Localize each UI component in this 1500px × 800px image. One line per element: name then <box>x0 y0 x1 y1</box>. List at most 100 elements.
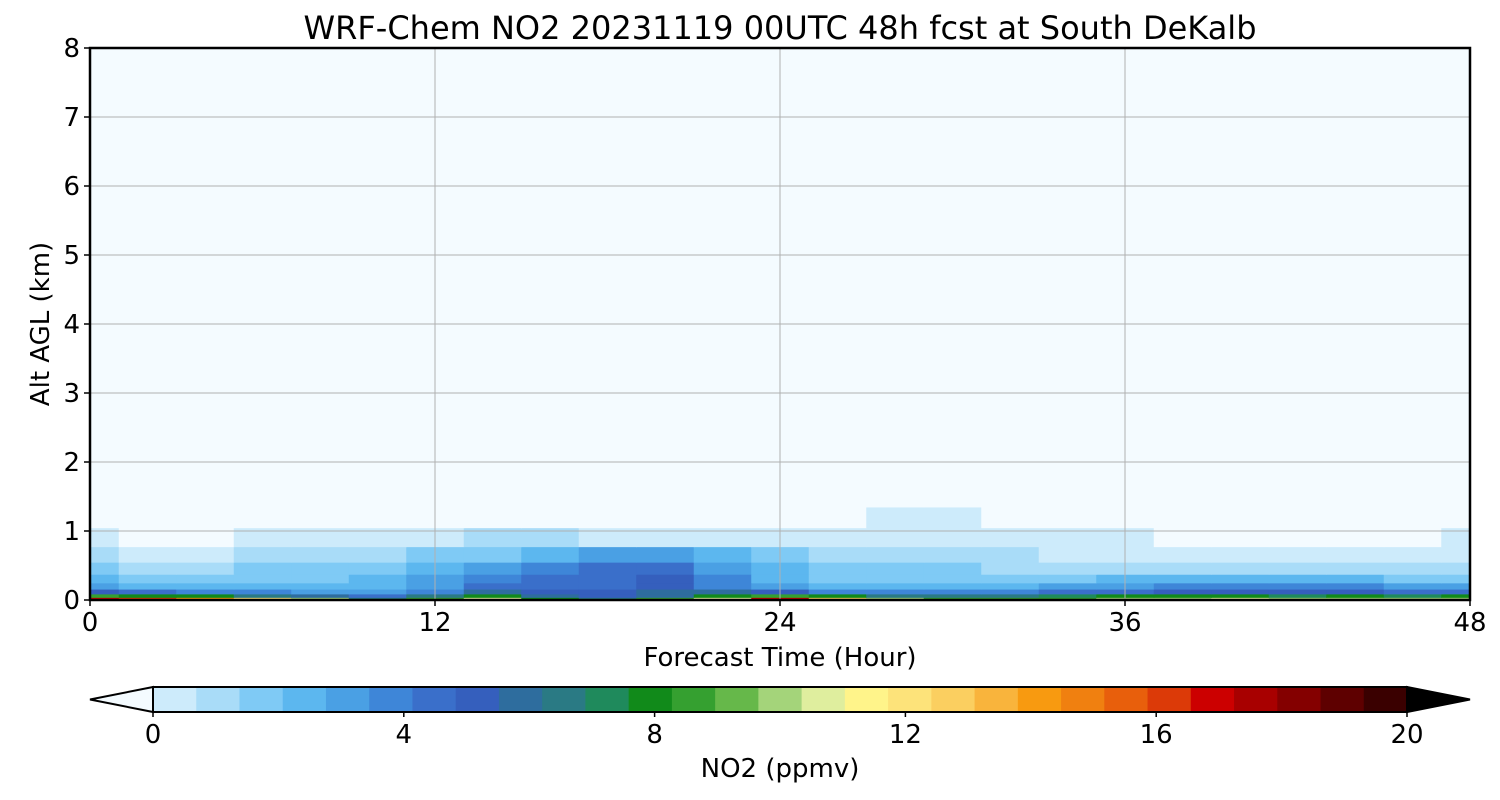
colorbar-tick-label: 8 <box>646 720 663 750</box>
colorbar-segment <box>1363 687 1408 712</box>
heatmap-cell <box>578 527 637 548</box>
heatmap-cell <box>1153 546 1212 563</box>
heatmap-cell <box>1268 546 1327 563</box>
heatmap-cell <box>348 546 407 563</box>
heatmap-cell <box>233 593 292 598</box>
heatmap-cell <box>90 597 120 600</box>
heatmap-cell <box>463 593 522 598</box>
colorbar-segment <box>1017 687 1062 712</box>
heatmap-cell <box>463 574 522 584</box>
heatmap-cell <box>291 506 350 529</box>
colorbar-tick-label: 0 <box>145 720 162 750</box>
colorbar-frame <box>152 686 1408 713</box>
heatmap-cell <box>866 506 925 529</box>
heatmap-cell <box>521 588 580 595</box>
heatmap-cell <box>578 546 637 563</box>
heatmap-cell <box>1441 574 1470 584</box>
heatmap-cell <box>866 562 925 575</box>
heatmap-cell <box>118 574 177 584</box>
heatmap-cell <box>291 527 350 548</box>
heatmap-cell <box>1268 527 1327 548</box>
heatmap-cell <box>521 593 580 598</box>
heatmap-cell <box>1326 479 1385 508</box>
colorbar-segment <box>1147 687 1192 712</box>
colorbar <box>89 685 1471 714</box>
heatmap-cell <box>1383 588 1442 595</box>
colorbar-segment <box>1277 687 1322 712</box>
heatmap-cell <box>463 527 522 548</box>
heatmap-cell <box>1211 562 1270 575</box>
colorbar-segment <box>1234 687 1278 712</box>
heatmap-cell <box>1326 597 1385 600</box>
heatmap-cell <box>693 506 752 529</box>
heatmap-cell <box>1153 527 1212 548</box>
heatmap-cell <box>1383 593 1442 598</box>
colorbar-segment <box>888 687 932 712</box>
heatmap-cell <box>291 479 350 508</box>
heatmap-cell <box>90 506 120 529</box>
heatmap-cell <box>1153 597 1212 600</box>
x-tick-label: 48 <box>1453 608 1486 638</box>
heatmap-cell <box>866 582 925 590</box>
heatmap-cell <box>1326 582 1385 590</box>
heatmap-cell <box>176 506 235 529</box>
y-tick-label: 8 <box>63 34 80 64</box>
heatmap-cell <box>808 593 867 598</box>
heatmap-cell <box>1441 479 1470 508</box>
heatmap-cell <box>1383 574 1442 584</box>
heatmap-cell <box>1268 574 1327 584</box>
heatmap-cell <box>1211 506 1270 529</box>
y-tick-label: 4 <box>63 310 80 340</box>
colorbar-segment <box>1320 687 1365 712</box>
heatmap-cell <box>90 588 120 595</box>
heatmap-cell <box>1268 588 1327 595</box>
heatmap-cell <box>981 582 1040 590</box>
colorbar-segment <box>715 687 759 712</box>
heatmap-cell <box>923 546 982 563</box>
heatmap-cell <box>866 527 925 548</box>
heatmap-cell <box>348 588 407 595</box>
colorbar-segment <box>628 687 673 712</box>
heatmap-cell <box>463 546 522 563</box>
heatmap-cell <box>693 597 752 600</box>
heatmap-cell <box>1153 588 1212 595</box>
heatmap-cell <box>348 527 407 548</box>
heatmap-cell <box>981 562 1040 575</box>
heatmap-cell <box>693 588 752 595</box>
colorbar-segment <box>974 687 1019 712</box>
colorbar-segment <box>325 687 370 712</box>
heatmap-cell <box>923 597 982 600</box>
heatmap-cell <box>233 479 292 508</box>
heatmap-cell <box>981 506 1040 529</box>
heatmap-cell <box>1383 546 1442 563</box>
heatmap-cell <box>233 597 292 600</box>
heatmap-cell <box>1441 506 1470 529</box>
heatmap-cell <box>923 562 982 575</box>
heatmap-cell <box>866 479 925 508</box>
heatmap-cell <box>1038 479 1097 508</box>
heatmap-cell <box>348 506 407 529</box>
heatmap-cell <box>291 546 350 563</box>
heatmap-cell <box>118 597 177 600</box>
y-tick-label: 0 <box>63 586 80 616</box>
heatmap-cell <box>1383 582 1442 590</box>
heatmap-cell <box>1441 588 1470 595</box>
heatmap-cell <box>291 588 350 595</box>
heatmap-cell <box>1211 597 1270 600</box>
heatmap-cell <box>521 479 580 508</box>
colorbar-segment <box>498 687 543 712</box>
colorbar-segment <box>153 687 197 712</box>
colorbar-segment <box>671 687 716 712</box>
x-tick-label: 24 <box>763 608 796 638</box>
heatmap-cell <box>291 582 350 590</box>
heatmap-cell <box>693 593 752 598</box>
heatmap-cell <box>923 527 982 548</box>
heatmap-cell <box>233 562 292 575</box>
heatmap-cell <box>1326 506 1385 529</box>
grid <box>90 48 1470 600</box>
heatmap-cell <box>463 506 522 529</box>
heatmap-cell <box>808 527 867 548</box>
heatmap-cell <box>348 582 407 590</box>
colorbar-ticks: 0 4 8 12 16 20 <box>145 712 1424 750</box>
